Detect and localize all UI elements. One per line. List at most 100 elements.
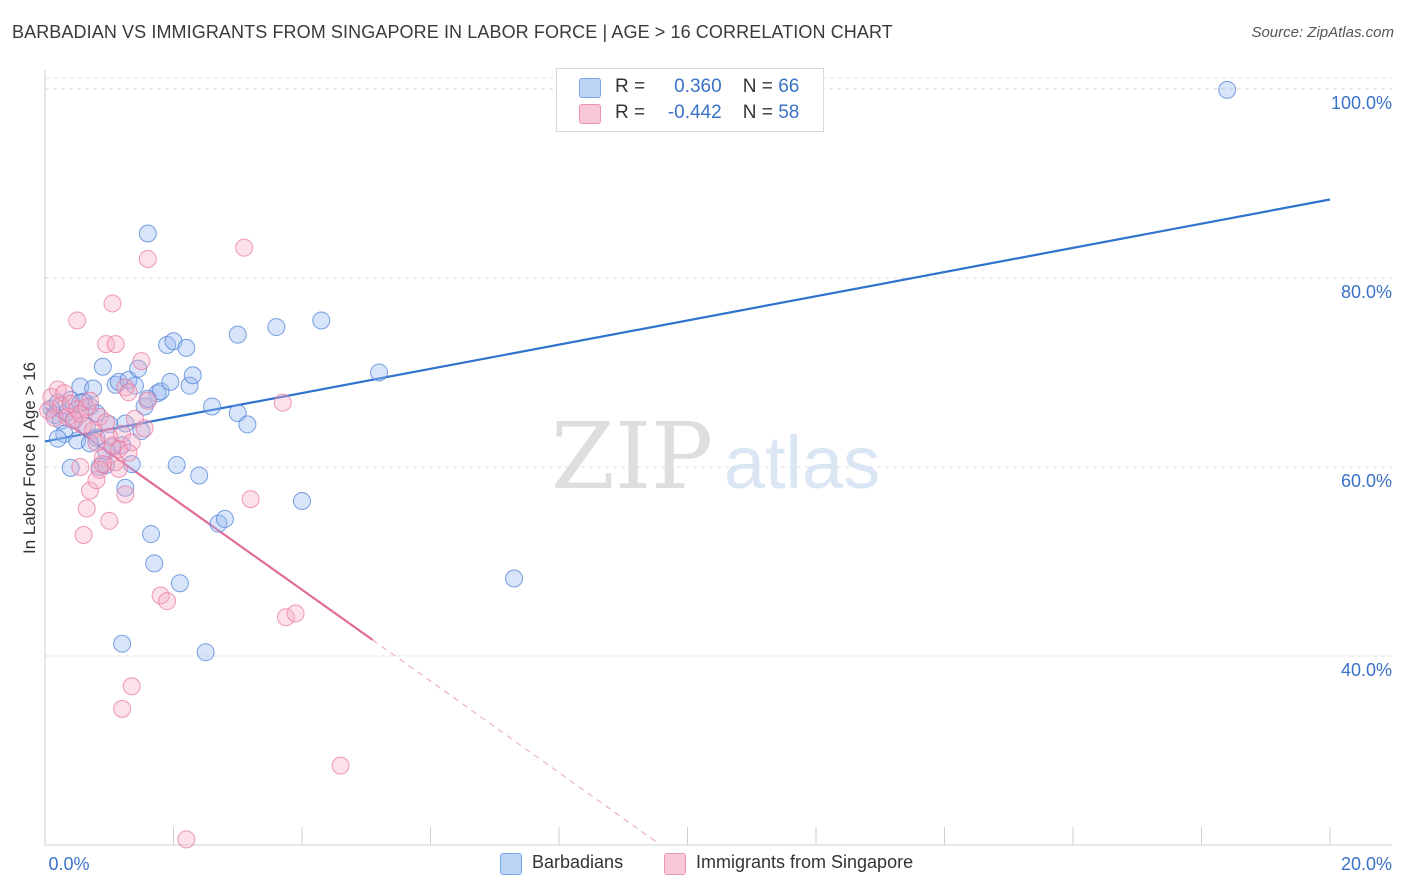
barbadian-point [138, 224, 157, 243]
singapore-point [80, 391, 99, 410]
barbadian-point [148, 384, 167, 403]
barbadian-point [180, 376, 199, 395]
singapore-point [116, 485, 135, 504]
legend-r-value-blue: 0.360 [674, 76, 722, 97]
y-tick-label: 100.0% [1331, 93, 1392, 113]
barbadian-point [145, 554, 164, 573]
singapore-point [71, 405, 90, 424]
barbadian-point [80, 434, 99, 453]
watermark-atlas: atlas [724, 421, 880, 504]
y-tick-label: 40.0% [1341, 660, 1392, 680]
bottom-legend-swatch-blue [500, 853, 522, 875]
singapore-point [109, 459, 128, 478]
watermark-zip: ZIP [551, 403, 713, 510]
trend-lines [44, 198, 1331, 842]
barbadian-point [93, 357, 112, 376]
barbadian-trend-line [44, 198, 1331, 443]
singapore-point [71, 457, 90, 476]
singapore-point [241, 490, 260, 509]
singapore-point [119, 443, 138, 462]
legend-n-label-pink: N = [742, 102, 773, 123]
singapore-trend-line [44, 406, 374, 641]
bottom-legend-label-pink: Immigrants from Singapore [696, 852, 914, 872]
y-axis-title-wrap: In Labor Force | Age > 16 [18, 0, 42, 892]
x-tick-label-max: 20.0% [1341, 854, 1392, 874]
barbadian-point [228, 325, 247, 344]
barbadian-point [215, 509, 234, 528]
tick-labels: 40.0% 60.0% 80.0% 100.0% 0.0% 20.0% [48, 93, 1392, 874]
singapore-point [68, 311, 87, 330]
singapore-point [138, 250, 157, 269]
barbadian-point [183, 366, 202, 385]
watermark: ZIP atlas [551, 403, 880, 510]
singapore-point [125, 409, 144, 428]
singapore-point [235, 238, 254, 257]
singapore-point [116, 378, 135, 397]
y-tick-label: 80.0% [1341, 282, 1392, 302]
legend-swatch-blue [579, 78, 601, 98]
legend-n-value-blue: 66 [778, 76, 800, 97]
barbadian-point [167, 456, 186, 475]
singapore-point [106, 335, 125, 354]
singapore-point [80, 481, 99, 500]
singapore-point [97, 335, 116, 354]
singapore-point [97, 413, 116, 432]
barbadian-point [113, 634, 132, 653]
legend-r-value-pink: -0.442 [667, 102, 722, 123]
singapore-point [331, 756, 350, 775]
barbadian-point [116, 414, 135, 433]
singapore-point [100, 511, 119, 530]
legend-text-blue: R = 0.360 N = 66 [615, 76, 799, 98]
barbadian-point [61, 458, 80, 477]
y-tick-label: 60.0% [1341, 471, 1392, 491]
barbadian-point [170, 574, 189, 593]
legend-r-label-blue: R = [615, 76, 646, 97]
singapore-point [158, 592, 177, 611]
singapore-point [273, 393, 292, 412]
barbadian-point [203, 397, 222, 416]
barbadian-point [177, 338, 196, 357]
singapore-point [90, 460, 109, 479]
singapore-point [77, 499, 96, 518]
barbadian-point [116, 478, 135, 497]
singapore-point [135, 419, 154, 438]
singapore-point [119, 383, 138, 402]
axes [44, 70, 1392, 846]
legend-swatch-pink [579, 104, 601, 124]
barbadian-point [267, 318, 286, 337]
singapore-point [132, 352, 151, 371]
bottom-legend-swatch-pink [664, 853, 686, 875]
barbadian-point [196, 643, 215, 662]
legend-n-value-pink: 58 [778, 102, 800, 123]
singapore-point [93, 455, 112, 474]
barbadian-point [370, 363, 389, 382]
data-points [39, 80, 1237, 849]
singapore-point [286, 604, 305, 623]
singapore-point [138, 391, 157, 410]
barbadian-point [293, 491, 311, 510]
barbadian-point [238, 415, 257, 434]
barbadian-point [100, 415, 119, 434]
singapore-trend-extension [372, 639, 656, 842]
barbadian-point [209, 514, 228, 533]
chart-title: BARBADIAN VS IMMIGRANTS FROM SINGAPORE I… [12, 22, 893, 42]
grid-lines [45, 77, 1392, 657]
singapore-point [74, 416, 93, 435]
source-credit: Source: ZipAtlas.com [1251, 24, 1394, 41]
stats-legend: R = 0.360 N = 66 R = -0.442 N = 58 [556, 68, 824, 132]
barbadian-point [505, 569, 524, 588]
barbadian-point [1218, 80, 1237, 99]
singapore-point [113, 699, 132, 718]
singapore-point [87, 471, 106, 490]
singapore-point [74, 526, 93, 544]
bottom-legend-label-blue: Barbadians [532, 852, 624, 872]
singapore-point [122, 677, 141, 696]
barbadian-point [142, 525, 161, 544]
x-tick-label-min: 0.0% [48, 854, 89, 874]
y-axis-title: In Labor Force | Age > 16 [20, 361, 39, 555]
singapore-point [122, 433, 141, 452]
singapore-point [177, 830, 196, 849]
barbadian-point [190, 466, 209, 485]
barbadian-point [312, 311, 331, 330]
